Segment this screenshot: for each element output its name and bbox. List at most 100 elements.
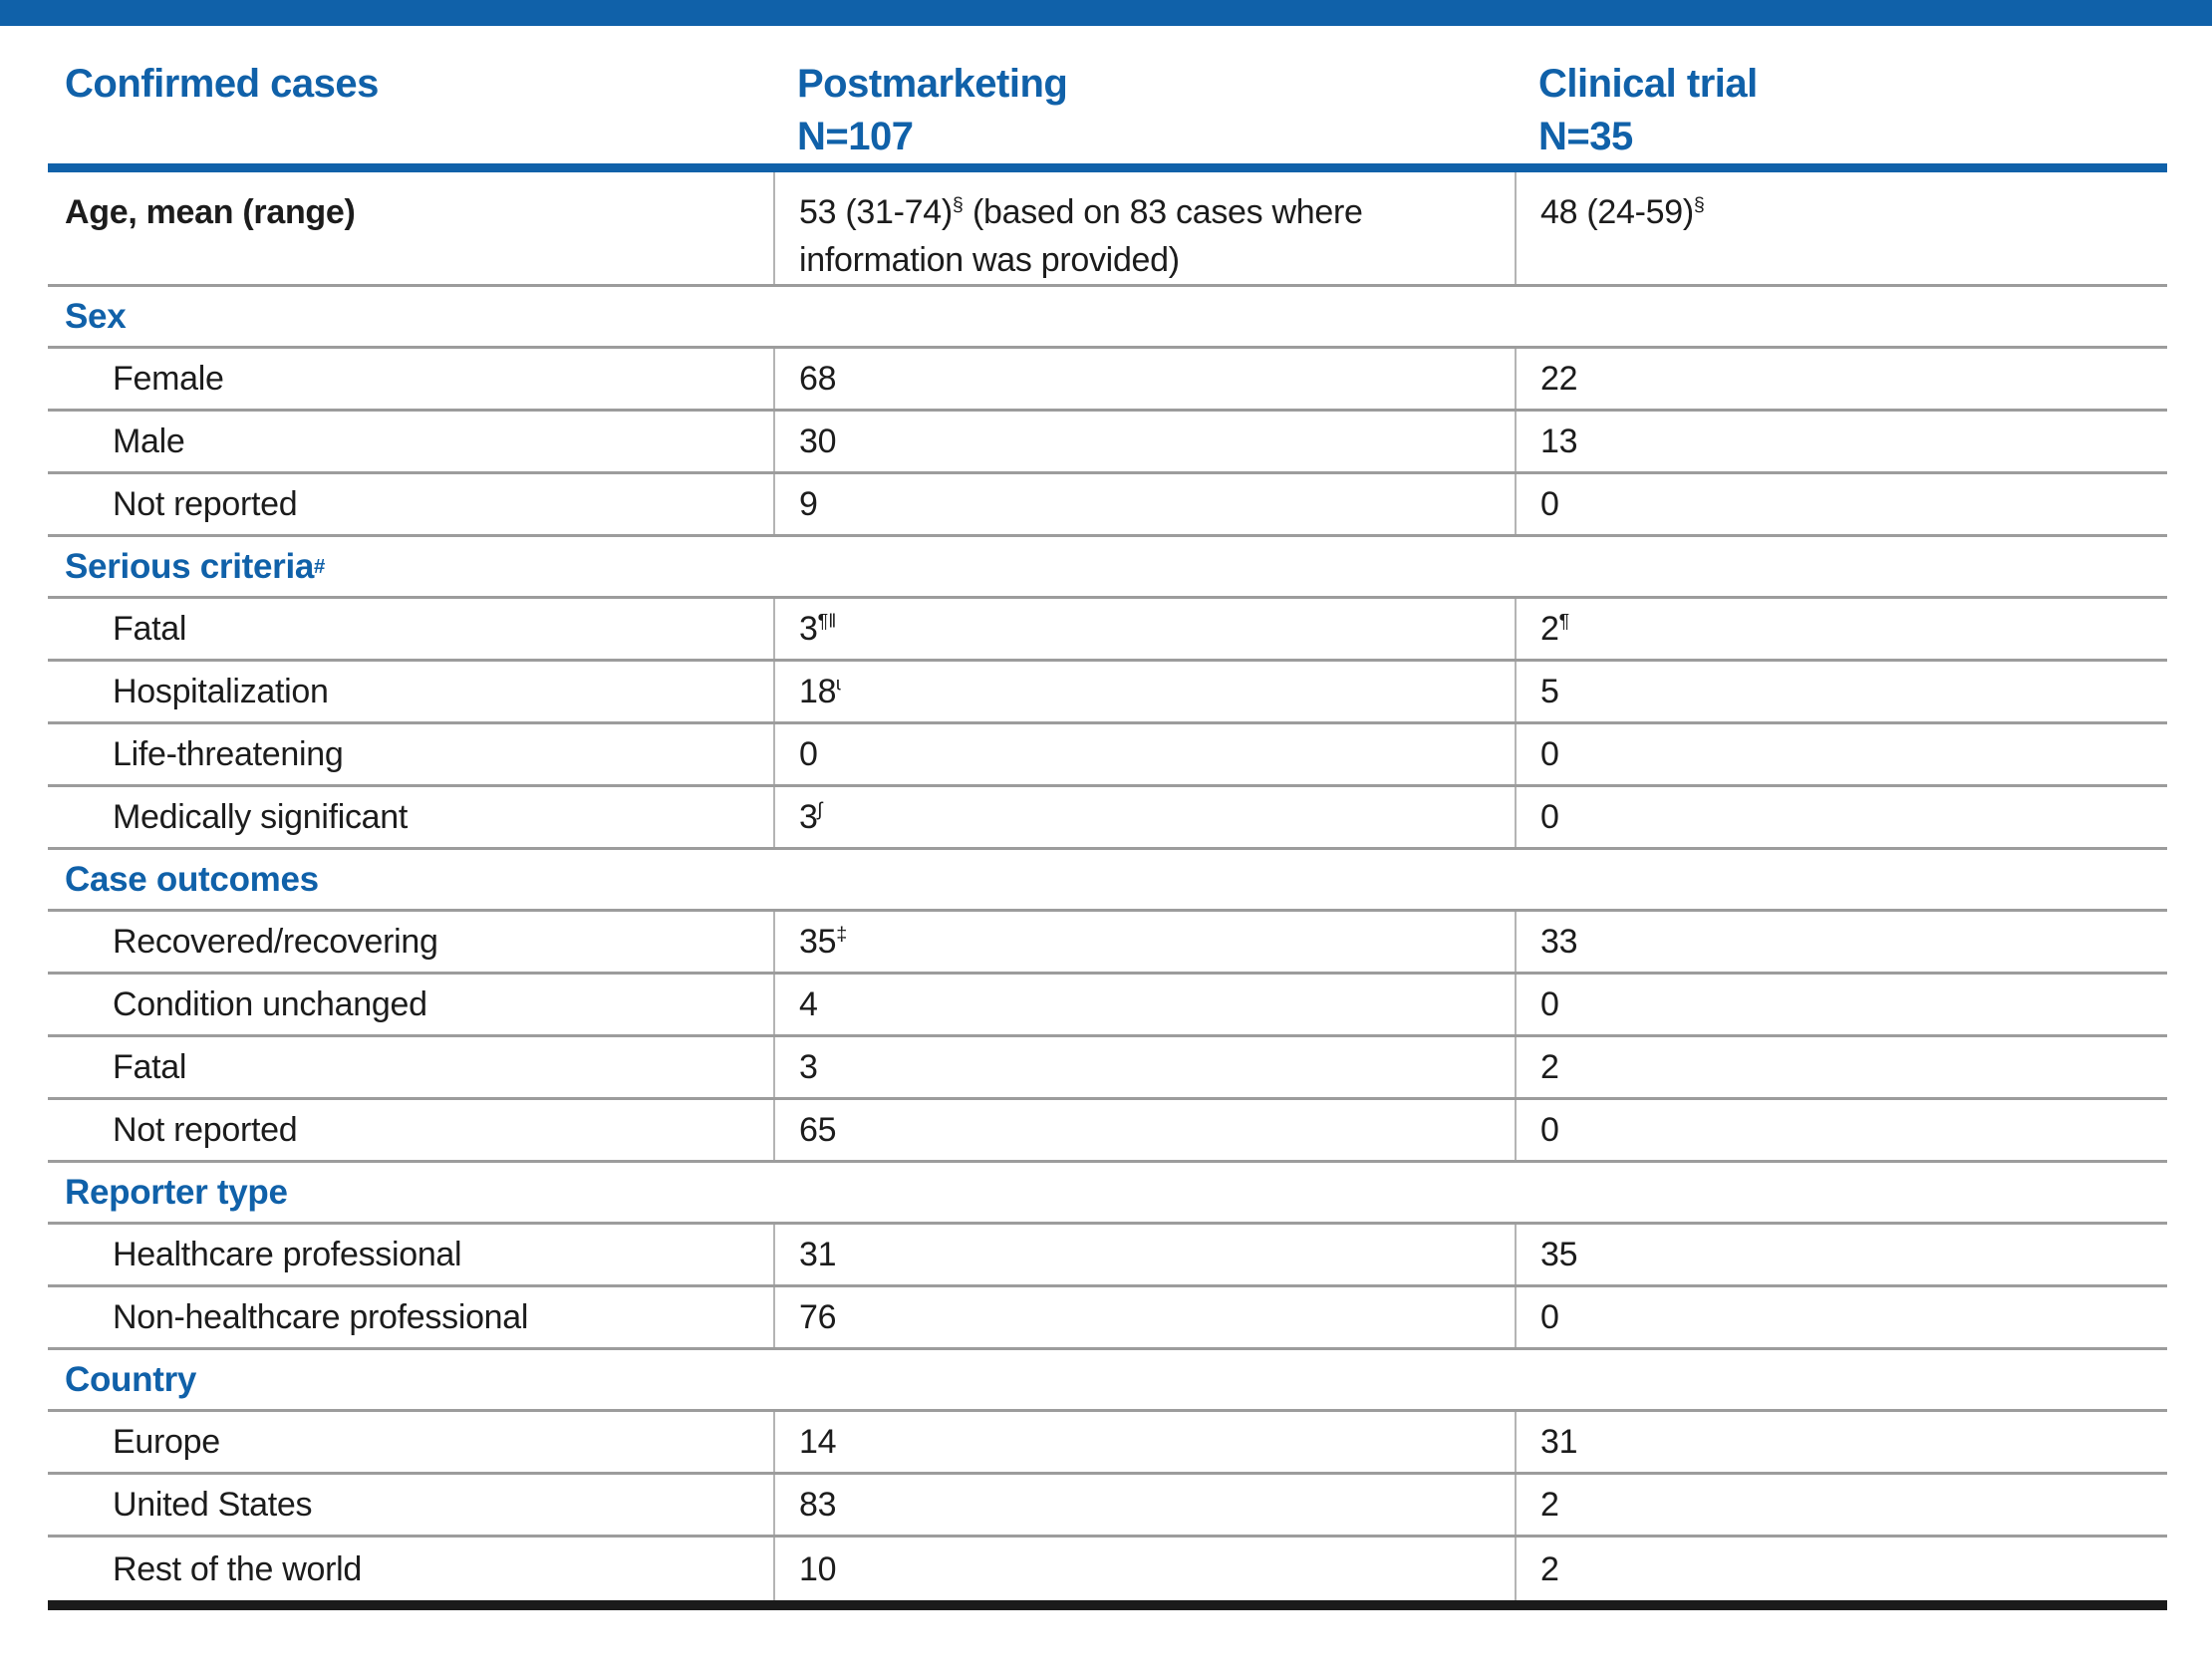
section-header-label: Sex — [65, 296, 127, 336]
table-row: Male 30 13 — [48, 412, 2167, 474]
footnote-marker: § — [952, 193, 964, 216]
clinical-trial-value-cell: 22 — [1515, 349, 2167, 409]
row-label-cell: Europe — [113, 1423, 220, 1461]
clinical-trial-value: 0 — [1540, 485, 1559, 523]
column-header-label: Postmarketing — [797, 62, 1068, 106]
footnote-marker: ɩ — [836, 673, 841, 696]
postmarketing-value: 18ɩ — [799, 673, 841, 710]
postmarketing-value: 35‡ — [799, 923, 848, 961]
clinical-trial-value: 2 — [1540, 1549, 1559, 1588]
clinical-trial-value: 0 — [1540, 735, 1559, 773]
row-label-cell: Non-healthcare professional — [113, 1298, 529, 1336]
postmarketing-value: 65 — [799, 1111, 837, 1149]
clinical-trial-value: 0 — [1540, 985, 1559, 1023]
column-header-clinical-trial: Clinical trial N=35 — [1515, 26, 2167, 163]
postmarketing-value: 31 — [799, 1236, 837, 1273]
footnote-marker: ‡ — [836, 923, 848, 946]
section-header-row: Case outcomes — [48, 850, 2167, 912]
table-row: Rest of the world 10 2 — [48, 1538, 2167, 1600]
clinical-trial-value-cell: 48 (24-59)§ — [1515, 172, 2167, 284]
section-header-row: Country — [48, 1350, 2167, 1412]
clinical-trial-value: 0 — [1540, 1298, 1559, 1336]
column-header-label: Confirmed cases — [65, 62, 379, 106]
postmarketing-value-cell: 4 — [773, 975, 1515, 1034]
clinical-trial-value: 22 — [1540, 360, 1578, 398]
postmarketing-value: 76 — [799, 1298, 837, 1336]
postmarketing-value-cell: 3 — [773, 1037, 1515, 1097]
row-label-cell: Age, mean (range) — [65, 193, 356, 231]
table-row: Healthcare professional 31 35 — [48, 1225, 2167, 1287]
postmarketing-value-cell: 10 — [773, 1538, 1515, 1600]
table-row: Not reported 9 0 — [48, 474, 2167, 537]
postmarketing-value-cell: 65 — [773, 1100, 1515, 1160]
table-row: Hospitalization 18ɩ 5 — [48, 662, 2167, 724]
clinical-trial-value: 35 — [1540, 1236, 1578, 1273]
footnote-marker: ¶ — [1558, 610, 1570, 633]
postmarketing-value-cell: 0 — [773, 724, 1515, 784]
postmarketing-value: 9 — [799, 485, 818, 523]
postmarketing-value: 68 — [799, 360, 837, 398]
table-row: Fatal 3¶‖ 2¶ — [48, 599, 2167, 662]
table-body: Age, mean (range) 53 (31-74)§ (based on 8… — [48, 172, 2167, 1610]
row-label-cell: Male — [113, 422, 185, 460]
section-header-label: Serious criteria # — [65, 546, 326, 586]
row-label-cell: Not reported — [113, 1111, 298, 1149]
row-label-cell: Fatal — [113, 1048, 187, 1086]
footnote-marker: § — [1693, 193, 1705, 216]
postmarketing-value: 3¶‖ — [799, 610, 837, 648]
section-header-label: Case outcomes — [65, 859, 319, 899]
clinical-trial-value-cell: 2 — [1515, 1037, 2167, 1097]
postmarketing-value-cell: 18ɩ — [773, 662, 1515, 721]
footnote-marker: ¶‖ — [817, 610, 837, 633]
clinical-trial-value: 33 — [1540, 923, 1578, 961]
postmarketing-value: 4 — [799, 985, 818, 1023]
postmarketing-value-cell: 31 — [773, 1225, 1515, 1284]
section-header-label: Country — [65, 1359, 197, 1399]
clinical-trial-value-cell: 0 — [1515, 1100, 2167, 1160]
clinical-trial-value-cell: 0 — [1515, 474, 2167, 534]
top-accent-bar — [0, 0, 2212, 26]
table-row: Not reported 65 0 — [48, 1100, 2167, 1163]
row-label-cell: Recovered/recovering — [113, 923, 438, 961]
postmarketing-value: 10 — [799, 1549, 837, 1588]
table-header-row: Confirmed cases Postmarketing N=107 Clin… — [48, 26, 2167, 172]
table-row: Age, mean (range) 53 (31-74)§ (based on 8… — [48, 172, 2167, 287]
clinical-trial-value-cell: 2¶ — [1515, 599, 2167, 659]
clinical-trial-value: 2¶ — [1540, 610, 1570, 648]
clinical-trial-value-cell: 0 — [1515, 724, 2167, 784]
clinical-trial-value: 0 — [1540, 798, 1559, 836]
postmarketing-value-cell: 68 — [773, 349, 1515, 409]
clinical-trial-value: 31 — [1540, 1423, 1578, 1461]
clinical-trial-value-cell: 13 — [1515, 412, 2167, 471]
postmarketing-value: 0 — [799, 735, 818, 773]
table-row: Europe 14 31 — [48, 1412, 2167, 1475]
row-label-cell: Rest of the world — [113, 1549, 363, 1588]
postmarketing-value: 83 — [799, 1486, 837, 1524]
postmarketing-value-cell: 14 — [773, 1412, 1515, 1472]
clinical-trial-value-cell: 0 — [1515, 975, 2167, 1034]
section-header-row: Reporter type — [48, 1163, 2167, 1225]
section-header-label: Reporter type — [65, 1172, 288, 1212]
footnote-marker: ʃ — [817, 798, 822, 821]
row-label-cell: Fatal — [113, 610, 187, 648]
row-label-cell: United States — [113, 1486, 313, 1524]
postmarketing-value: 53 (31-74)§ (based on 83 cases where inf… — [799, 193, 1363, 279]
postmarketing-value: 14 — [799, 1423, 837, 1461]
clinical-trial-value: 2 — [1540, 1048, 1559, 1086]
row-label-cell: Condition unchanged — [113, 985, 427, 1023]
clinical-trial-value: 5 — [1540, 673, 1559, 710]
confirmed-cases-table: Confirmed cases Postmarketing N=107 Clin… — [48, 26, 2167, 1610]
clinical-trial-value-cell: 5 — [1515, 662, 2167, 721]
section-header-row: Serious criteria # — [48, 537, 2167, 599]
row-label-cell: Healthcare professional — [113, 1236, 462, 1273]
row-label-cell: Female — [113, 360, 224, 398]
postmarketing-value: 3ʃ — [799, 798, 822, 836]
row-label-cell: Hospitalization — [113, 673, 329, 710]
row-label-cell: Not reported — [113, 485, 298, 523]
table-row: Condition unchanged 4 0 — [48, 975, 2167, 1037]
table-row: Fatal 3 2 — [48, 1037, 2167, 1100]
postmarketing-value-cell: 30 — [773, 412, 1515, 471]
table-row: Life-threatening 0 0 — [48, 724, 2167, 787]
clinical-trial-value-cell: 33 — [1515, 912, 2167, 972]
